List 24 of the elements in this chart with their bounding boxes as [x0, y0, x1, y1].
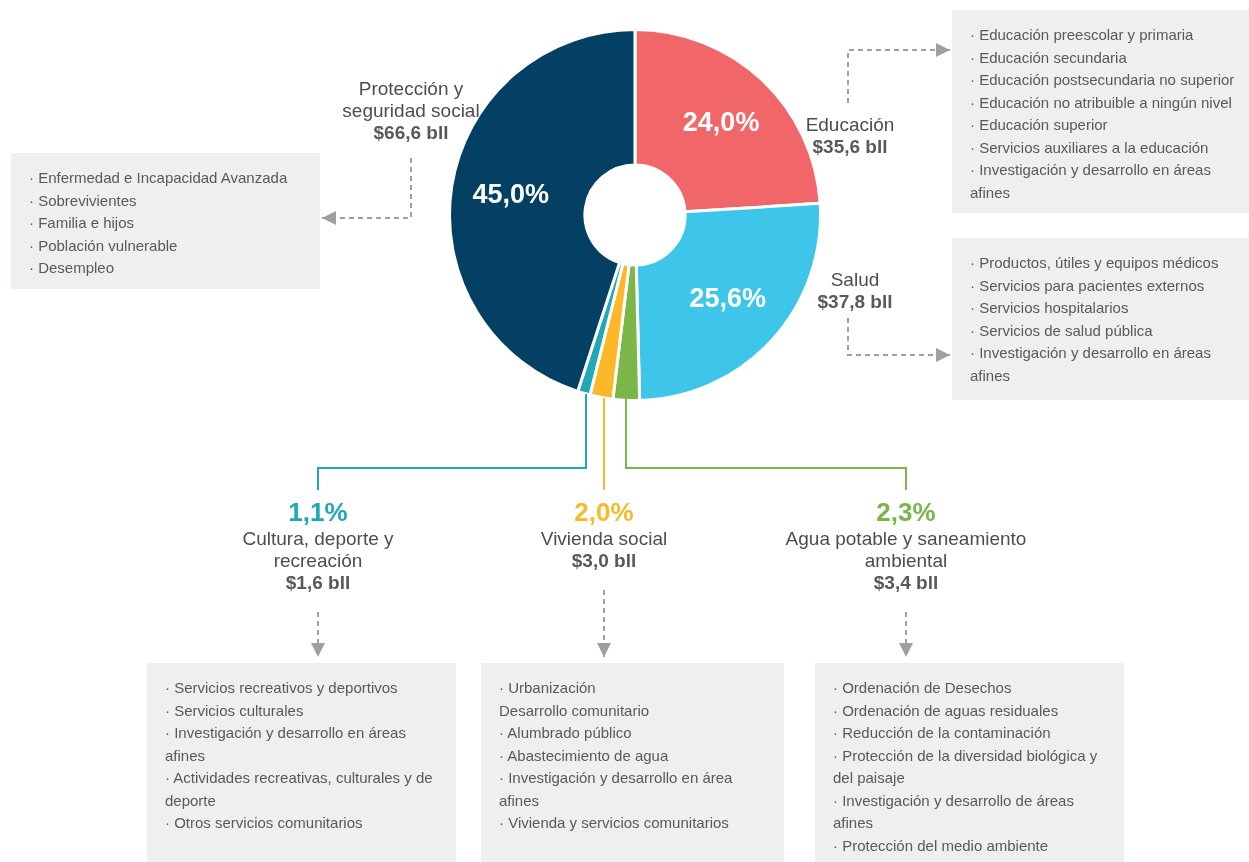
text: $37,8 bll: [816, 291, 894, 313]
slice-label: Cultura, deporte y recreación: [241, 528, 395, 572]
data-label: 1,1%: [287, 496, 349, 528]
slice-label: Salud: [829, 269, 881, 291]
slice-label: Agua potable y saneamiento ambiental: [784, 528, 1028, 572]
text: · Educación preescolar y primaria · Educación secundaria · Educación postsecundaria no superior · Educación no atribuible a ningún nivel · Educación superior · Servicios auxiliares a la educación · Investigación y desarrollo en áreas afines: [970, 25, 1236, 203]
text: $1,6 bll: [284, 572, 352, 594]
data-label: 2,3%: [875, 496, 937, 528]
text: · Ordenación de Desechos · Ordenación de aguas residuales · Reducción de la contaminación · Protección de la diversidad biológica y del paisaje · Investigación y desarrollo de áreas afines · Protección del medio ambiente: [833, 678, 1099, 856]
text: · Enfermedad e Incapacidad Avanzada · Sobrevivientes · Familia e hijos · Población vulnerable · Desempleo: [29, 168, 289, 278]
data-label: 2,0%: [573, 496, 635, 528]
slice-label: Protección y seguridad social: [341, 78, 481, 122]
data-label: 45,0%: [472, 178, 550, 209]
text: $3,0 bll: [570, 550, 638, 572]
text: · Servicios recreativos y deportivos · Servicios culturales · Investigación y desarrollo en áreas afines · Actividades recreativas, culturales y de deporte · Otros servicios comunitarios: [165, 678, 434, 833]
text: · Urbanización Desarrollo comunitario · Alumbrado público · Abastecimiento de agua · Investigación y desarrollo en área afines · Vivienda y servicios comunitarios: [499, 678, 734, 833]
data-label: 24,0%: [682, 106, 760, 137]
text: · Productos, útiles y equipos médicos · Servicios para pacientes externos · Servicios hospitalarios · Servicios de salud pública · Investigación y desarrollo en áreas afines: [970, 253, 1220, 386]
text: $35,6 bll: [811, 136, 889, 158]
text: $66,6 bll: [372, 122, 450, 144]
slice-label: Educación: [804, 114, 896, 136]
data-label: 25,6%: [689, 283, 767, 314]
slice-label: Vivienda social: [539, 528, 669, 550]
text: $3,4 bll: [872, 572, 940, 594]
